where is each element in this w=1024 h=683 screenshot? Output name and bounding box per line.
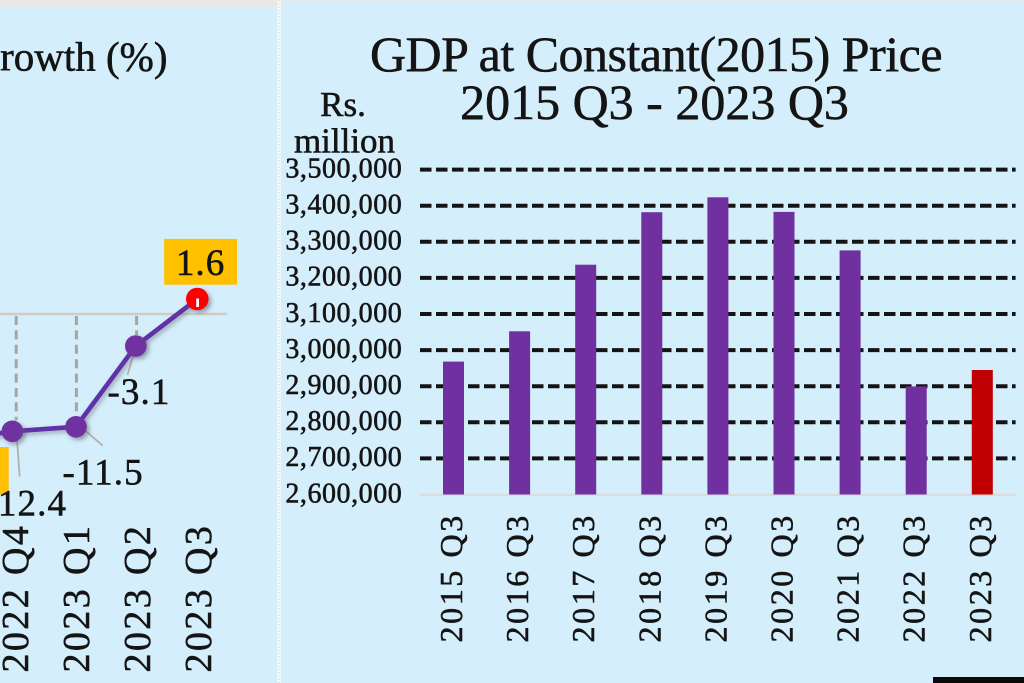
svg-text:-11.5: -11.5	[63, 453, 144, 494]
svg-text:2023 Q2: 2023 Q2	[117, 524, 159, 673]
svg-text:2023 Q1: 2023 Q1	[56, 524, 98, 673]
svg-text:Growth (%): Growth (%)	[0, 34, 167, 80]
svg-text:2021 Q3: 2021 Q3	[830, 513, 866, 642]
svg-text:-3.1: -3.1	[108, 372, 171, 413]
svg-text:2022 Q4: 2022 Q4	[0, 524, 37, 673]
svg-text:2022 Q3: 2022 Q3	[896, 513, 932, 642]
svg-text:1.6: 1.6	[176, 243, 226, 284]
svg-text:3,000,000: 3,000,000	[285, 334, 402, 365]
svg-text:GDP at Constant(2015) Price: GDP at Constant(2015) Price	[370, 26, 942, 82]
svg-text:3,500,000: 3,500,000	[285, 153, 402, 184]
svg-text:3,200,000: 3,200,000	[285, 262, 402, 293]
svg-text:2023 Q3: 2023 Q3	[962, 513, 998, 642]
svg-text:-12.4: -12.4	[0, 484, 67, 525]
svg-text:2018 Q3: 2018 Q3	[631, 513, 667, 642]
svg-text:2015 Q3: 2015 Q3	[433, 513, 469, 642]
svg-text:3,100,000: 3,100,000	[285, 298, 402, 329]
svg-text:2,600,000: 2,600,000	[285, 478, 402, 509]
svg-text:2017 Q3: 2017 Q3	[565, 513, 601, 642]
svg-text:2,800,000: 2,800,000	[285, 406, 402, 437]
svg-text:3,400,000: 3,400,000	[285, 190, 402, 221]
svg-text:2015 Q3 - 2023 Q3: 2015 Q3 - 2023 Q3	[460, 74, 849, 130]
svg-text:2019 Q3: 2019 Q3	[697, 513, 733, 642]
svg-text:2023 Q3: 2023 Q3	[178, 524, 220, 673]
svg-text:2016 Q3: 2016 Q3	[499, 513, 535, 642]
svg-text:3,300,000: 3,300,000	[285, 226, 402, 257]
svg-text:million: million	[294, 122, 395, 161]
svg-text:Rs.: Rs.	[320, 85, 366, 124]
svg-text:2,700,000: 2,700,000	[285, 442, 402, 473]
svg-text:2020 Q3: 2020 Q3	[764, 513, 800, 642]
svg-text:2,900,000: 2,900,000	[285, 370, 402, 401]
